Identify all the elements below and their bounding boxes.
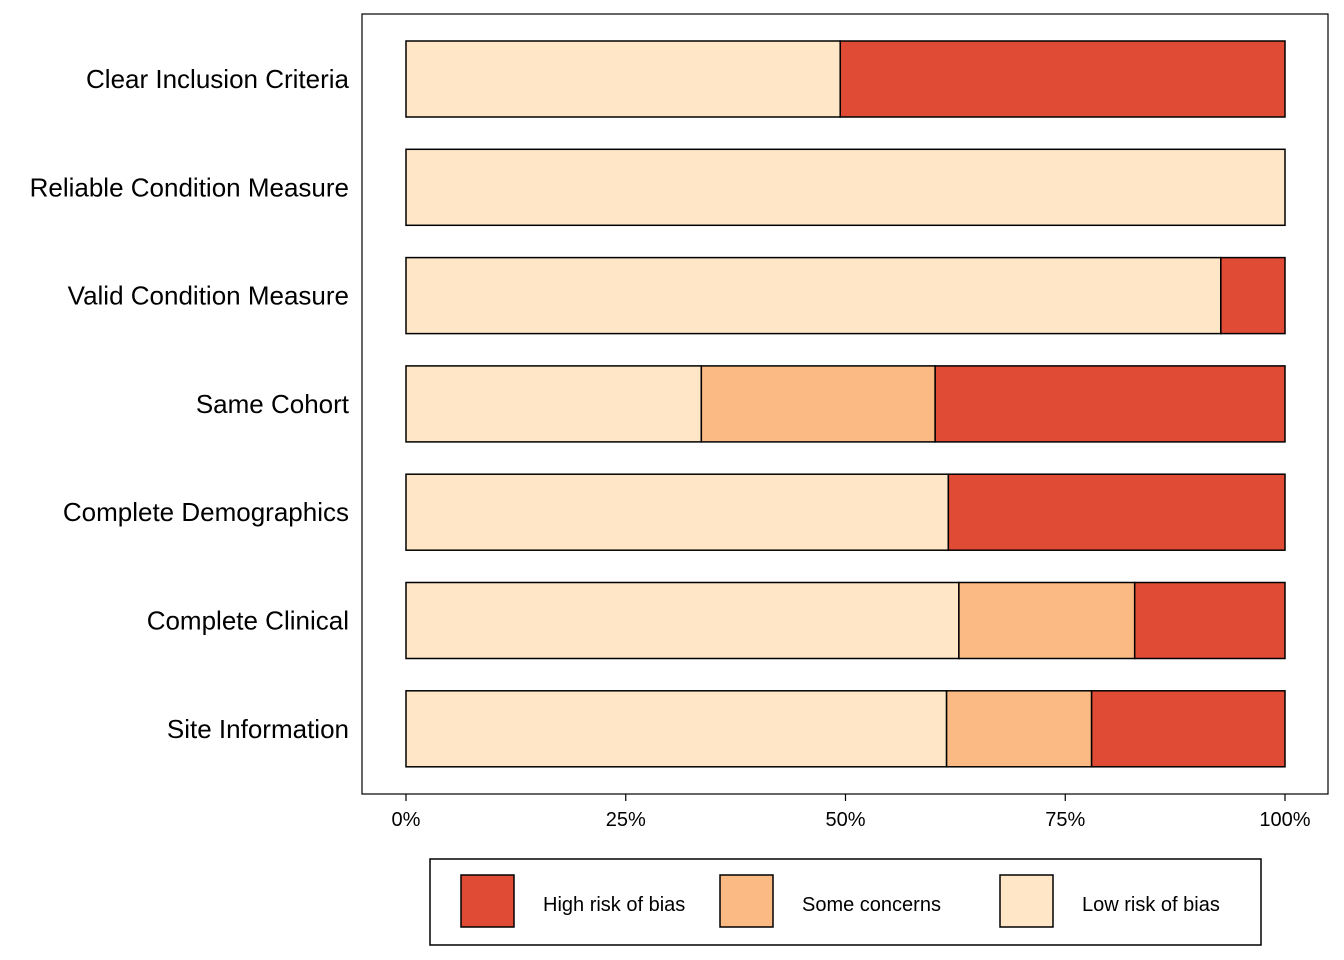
bars-group xyxy=(405,40,1286,768)
category-label: Valid Condition Measure xyxy=(68,281,349,311)
legend-label: Some concerns xyxy=(802,894,941,916)
bar-segment-low-risk-of-bias xyxy=(405,40,841,118)
bar-segment-low-risk-of-bias xyxy=(405,365,703,443)
category-label: Complete Demographics xyxy=(63,497,349,527)
bar-segment-some-concerns xyxy=(958,581,1136,660)
bar-segment-high-risk-of-bias xyxy=(947,473,1286,551)
bar-segment-high-risk-of-bias xyxy=(1220,256,1286,335)
legend-label: High risk of bias xyxy=(543,894,685,916)
x-tick-label: 25% xyxy=(606,809,646,831)
x-tick-label: 100% xyxy=(1259,809,1310,831)
bar-segment-high-risk-of-bias xyxy=(1090,690,1286,768)
bar-segment-some-concerns xyxy=(945,690,1093,768)
category-label: Complete Clinical xyxy=(147,606,349,636)
legend-key-low-risk-of-bias xyxy=(999,874,1054,928)
bar-segment-low-risk-of-bias xyxy=(405,690,948,768)
bar-segment-some-concerns xyxy=(700,365,936,443)
bar-segment-high-risk-of-bias xyxy=(934,365,1286,443)
category-labels: Clear Inclusion Criteria Reliable Conditi… xyxy=(30,64,350,744)
category-label: Same Cohort xyxy=(196,389,350,419)
x-tick-label: 50% xyxy=(825,809,865,831)
category-label: Site Information xyxy=(167,714,349,744)
x-tick-label: 0% xyxy=(392,809,421,831)
bar-segment-high-risk-of-bias xyxy=(1133,581,1286,660)
x-axis: 0% 25% 50% 75% 100% xyxy=(392,794,1311,831)
bar-segment-low-risk-of-bias xyxy=(405,148,1286,227)
category-label: Clear Inclusion Criteria xyxy=(86,64,350,94)
bar-segment-high-risk-of-bias xyxy=(839,40,1286,118)
legend: High risk of bias Some concerns Low risk o… xyxy=(429,858,1262,946)
bar-segment-low-risk-of-bias xyxy=(405,581,960,660)
bar-segment-low-risk-of-bias xyxy=(405,256,1222,335)
bar-segment-low-risk-of-bias xyxy=(405,473,950,551)
legend-box xyxy=(429,858,1262,946)
legend-label: Low risk of bias xyxy=(1082,894,1220,916)
x-tick-label: 75% xyxy=(1045,809,1085,831)
category-label: Reliable Condition Measure xyxy=(30,172,349,202)
legend-key-some-concerns xyxy=(719,874,774,928)
legend-key-high-risk-of-bias xyxy=(460,874,515,928)
